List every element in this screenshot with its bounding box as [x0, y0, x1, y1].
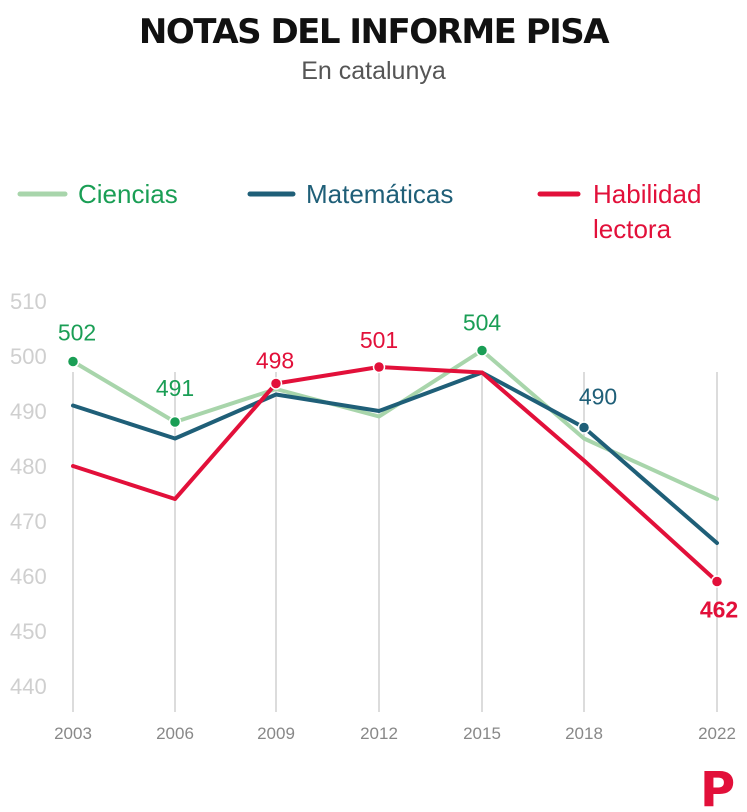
y-tick-label: 490 [10, 399, 47, 424]
y-tick-label: 440 [10, 674, 47, 699]
data-label: 501 [360, 327, 398, 353]
data-label: 462 [700, 597, 738, 623]
data-point [577, 421, 591, 434]
chart-subtitle: En catalunya [301, 57, 446, 85]
x-axis-labels: 2003 2006 2009 2012 2015 2018 2022 [54, 724, 736, 743]
data-point [372, 360, 386, 374]
logo-letter: P [700, 762, 735, 812]
data-point [710, 575, 724, 588]
data-label: 498 [256, 348, 294, 374]
x-tick-label: 2003 [54, 724, 92, 743]
x-tick-label: 2018 [565, 724, 603, 743]
legend-label: Habilidad lectora [593, 179, 701, 244]
logo: P [700, 762, 735, 812]
data-labels: 502 491 504 490 498 501 462 [58, 310, 738, 623]
data-label: 490 [579, 384, 617, 410]
data-point [66, 355, 80, 368]
x-tick-label: 2009 [257, 724, 295, 743]
legend-label: Matemáticas [306, 179, 453, 209]
legend-label: Ciencias [78, 179, 178, 209]
y-tick-label: 510 [10, 289, 47, 314]
data-point [269, 377, 283, 390]
y-tick-label: 450 [10, 619, 47, 644]
y-tick-label: 460 [10, 564, 47, 589]
chart-title: NOTAS DEL INFORME PISA [138, 12, 610, 52]
x-tick-label: 2006 [156, 724, 194, 743]
x-tick-label: 2015 [463, 724, 501, 743]
data-point [475, 344, 489, 357]
data-point [168, 415, 182, 429]
x-tick-label: 2012 [360, 724, 398, 743]
data-label: 491 [156, 375, 194, 401]
x-tick-label: 2022 [698, 724, 736, 743]
data-label: 504 [463, 310, 502, 336]
y-axis-labels: 510 500 490 480 470 460 450 440 [10, 289, 47, 699]
legend: Ciencias Matemáticas Habilidad lectora [17, 179, 701, 244]
vertical-gridlines [72, 372, 718, 712]
y-tick-label: 480 [10, 454, 47, 479]
y-tick-label: 500 [10, 344, 47, 369]
series-points [66, 344, 724, 588]
y-tick-label: 470 [10, 509, 47, 534]
data-label: 502 [58, 320, 96, 346]
